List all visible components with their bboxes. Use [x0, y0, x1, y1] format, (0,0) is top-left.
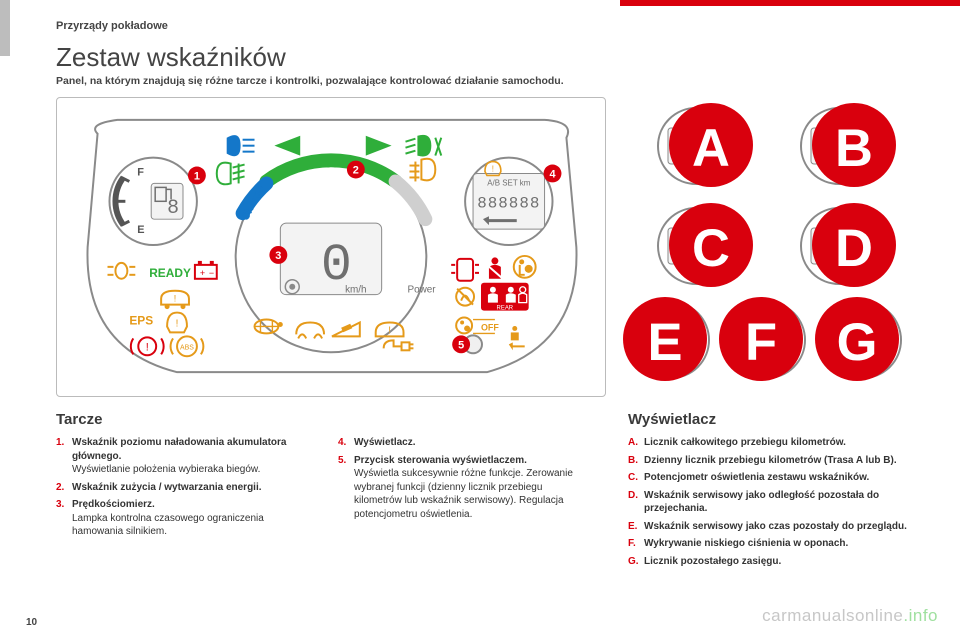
- page-number: 10: [26, 617, 37, 628]
- svg-text:G: G: [837, 313, 878, 372]
- hill-icon: [332, 322, 360, 336]
- speed-unit: km/h: [345, 285, 367, 296]
- badge-b: B: [812, 103, 896, 187]
- abs-icon: ABS: [171, 336, 204, 356]
- eco-label: Eco: [316, 156, 340, 171]
- display-b: A km 345.6 B: [775, 101, 902, 191]
- aux-display: A/B SET km 888888 !: [465, 158, 552, 245]
- turtle-icon: [255, 320, 283, 334]
- section-tarcze-title: Tarcze: [56, 411, 596, 428]
- instrument-panel-svg: Eco Charge 0 km/h Power F: [57, 98, 605, 396]
- svg-text:C: C: [692, 219, 730, 278]
- esc-icon: [296, 322, 324, 338]
- breadcrumb: Przyrządy pokładowe: [56, 20, 920, 32]
- svg-text:D: D: [835, 219, 873, 278]
- badge-f: F: [719, 297, 803, 381]
- callout-3: 3: [269, 246, 287, 264]
- side-tab: [0, 0, 10, 56]
- badge-c: C: [669, 203, 753, 287]
- svg-text:REAR: REAR: [497, 306, 514, 312]
- front-fog-icon: [217, 163, 245, 185]
- turn-left-icon: [274, 136, 300, 156]
- seatbelt-pair-icon: REAR: [481, 283, 529, 312]
- watermark: carmanualsonline.info: [762, 606, 938, 626]
- ev-system-icon: !: [376, 322, 404, 336]
- asr-icon: [456, 288, 474, 306]
- display-variants-figure: km 123456 A A km 345.6 B: [628, 97, 906, 397]
- badge-g: G: [815, 297, 899, 381]
- section-wyswietlacz-title: Wyświetlacz: [628, 411, 908, 428]
- high-beam-icon: [227, 135, 255, 156]
- svg-text:!: !: [388, 325, 391, 336]
- page-subtitle: Panel, na którym znajdują się różne tarc…: [56, 75, 920, 87]
- service-wrench-icon: [509, 342, 525, 350]
- svg-text:3: 3: [275, 250, 281, 262]
- ready-label: READY: [149, 266, 191, 280]
- svg-text:5: 5: [458, 339, 464, 351]
- svg-text:+: +: [200, 268, 205, 278]
- display-g: km 150 G: [821, 295, 905, 385]
- svg-text:A/B SET km: A/B SET km: [487, 178, 530, 187]
- svg-text:!: !: [174, 294, 176, 304]
- svg-text:1: 1: [194, 170, 200, 182]
- manual-page: Przyrządy pokładowe Zestaw wskaźników Pa…: [0, 0, 960, 640]
- tarcze-list-a: 1.Wskaźnik poziomu naładowania akumulato…: [56, 436, 316, 543]
- display-e: E: [629, 295, 713, 385]
- airbag-off-icon: OFF: [456, 318, 499, 334]
- svg-text:F: F: [137, 166, 144, 178]
- svg-text:OFF: OFF: [481, 322, 499, 332]
- airbag-icon: [514, 256, 536, 278]
- callout-2: 2: [347, 161, 365, 179]
- door-open-icon: [451, 259, 479, 281]
- display-c: oooo C: [632, 201, 759, 291]
- badge-d: D: [812, 203, 896, 287]
- battery-icon: +−: [195, 261, 217, 279]
- svg-text:E: E: [647, 313, 682, 372]
- callout-4: 4: [544, 165, 562, 183]
- svg-text:!: !: [146, 341, 149, 353]
- car-warning-icon: !: [161, 291, 189, 309]
- page-title: Zestaw wskaźników: [56, 42, 920, 73]
- callout-1: 1: [188, 167, 206, 185]
- turn-right-icon: [366, 136, 392, 156]
- svg-text:A: A: [692, 119, 730, 178]
- plug-icon: [384, 340, 414, 350]
- child-lock-icon: [511, 326, 519, 340]
- callout-5: 5: [452, 335, 470, 353]
- badge-e: E: [623, 297, 707, 381]
- svg-text:888888: 888888: [477, 194, 540, 212]
- text-columns: Tarcze 1.Wskaźnik poziomu naładowania ak…: [56, 411, 920, 572]
- svg-text:−: −: [209, 268, 214, 278]
- svg-text:!: !: [492, 165, 494, 174]
- display-a: km 123456 A: [632, 101, 759, 191]
- display-d: km 1000 D: [775, 201, 902, 291]
- low-beam-icon: [406, 135, 442, 157]
- svg-text:ABS: ABS: [180, 344, 194, 351]
- svg-text:!: !: [176, 318, 179, 329]
- svg-text:4: 4: [549, 168, 555, 180]
- svg-text:8: 8: [167, 196, 179, 219]
- svg-text:E: E: [137, 224, 144, 236]
- svg-text:F: F: [745, 313, 777, 372]
- brake-warning-icon: !: [131, 337, 164, 355]
- header-accent: [620, 0, 960, 6]
- figures-row: Eco Charge 0 km/h Power F: [56, 97, 920, 397]
- instrument-panel-figure: Eco Charge 0 km/h Power F: [56, 97, 606, 397]
- eps-label: EPS: [129, 313, 153, 327]
- charge-gauge: F E 8: [109, 158, 196, 245]
- svg-text:2: 2: [353, 164, 359, 176]
- rear-fog-icon: [409, 159, 435, 182]
- display-f: ! SET F: [725, 295, 809, 385]
- wyswietlacz-list: A.Licznik całkowitego przebiegu kilometr…: [628, 436, 908, 568]
- badge-a: A: [669, 103, 753, 187]
- tarcze-list-b: 4.Wyświetlacz. 5.Przycisk sterowania wyś…: [338, 436, 588, 543]
- seatbelt-icon: [487, 257, 503, 278]
- tpms-icon: !: [167, 313, 187, 333]
- power-label: Power: [407, 285, 436, 296]
- svg-text:B: B: [835, 119, 873, 178]
- position-light-icon: [108, 263, 136, 279]
